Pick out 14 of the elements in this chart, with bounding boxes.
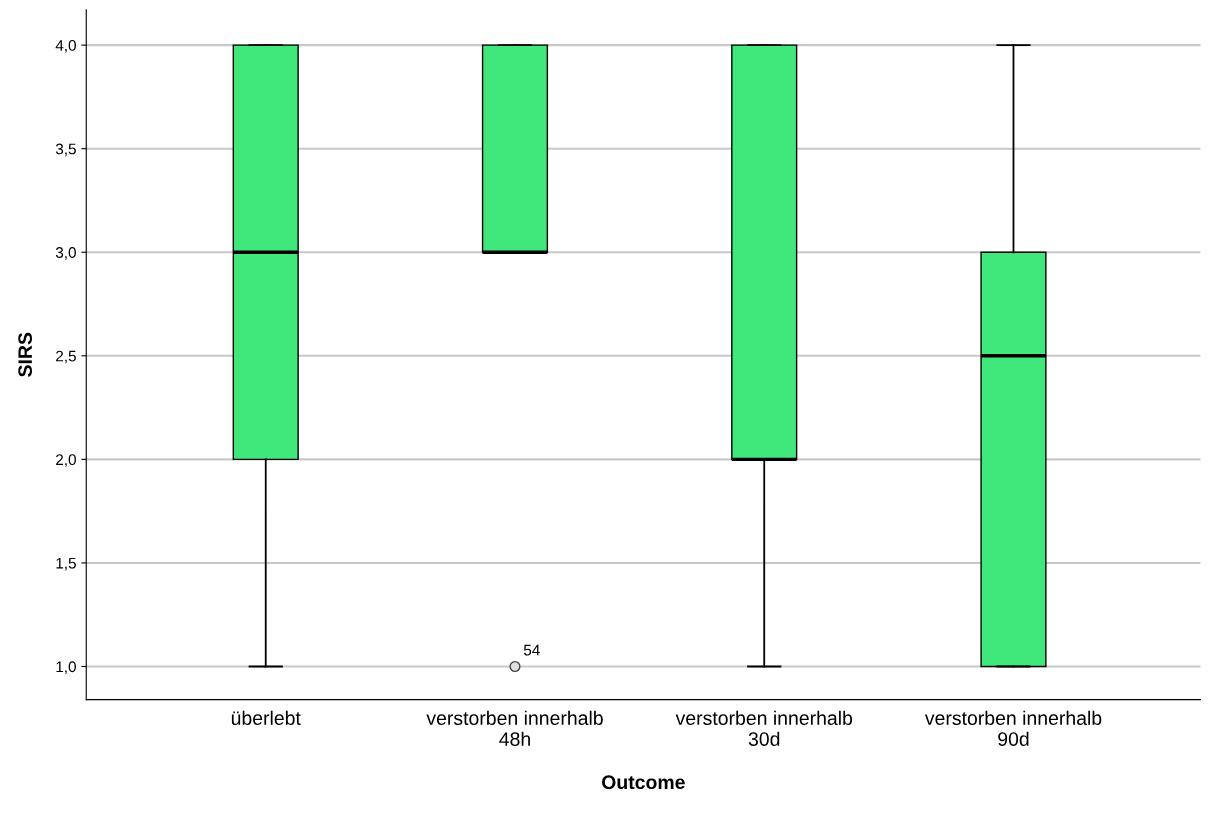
x-tick-label: überlebt bbox=[231, 710, 301, 726]
y-tick-label: 2,5 bbox=[56, 350, 76, 364]
x-tick-label: verstorben innerhalb 48h bbox=[426, 710, 603, 746]
y-tick-label: 3,5 bbox=[55, 143, 76, 157]
y-tick-label: 2,0 bbox=[56, 454, 76, 467]
x-tick-label: verstorben innerhalb 90d bbox=[924, 710, 1102, 746]
y-tick-label: 1,0 bbox=[56, 661, 76, 674]
x-tick-label: verstorben innerhalb 30d bbox=[675, 710, 853, 746]
y-tick-label: 1,5 bbox=[56, 557, 76, 571]
annotation: 54 bbox=[523, 644, 540, 656]
y-axis-title: SIRS bbox=[18, 332, 33, 377]
y-tick-label: 3,0 bbox=[55, 247, 76, 260]
y-tick-label: 4,0 bbox=[55, 39, 76, 53]
x-axis-title: Outcome bbox=[602, 775, 685, 790]
